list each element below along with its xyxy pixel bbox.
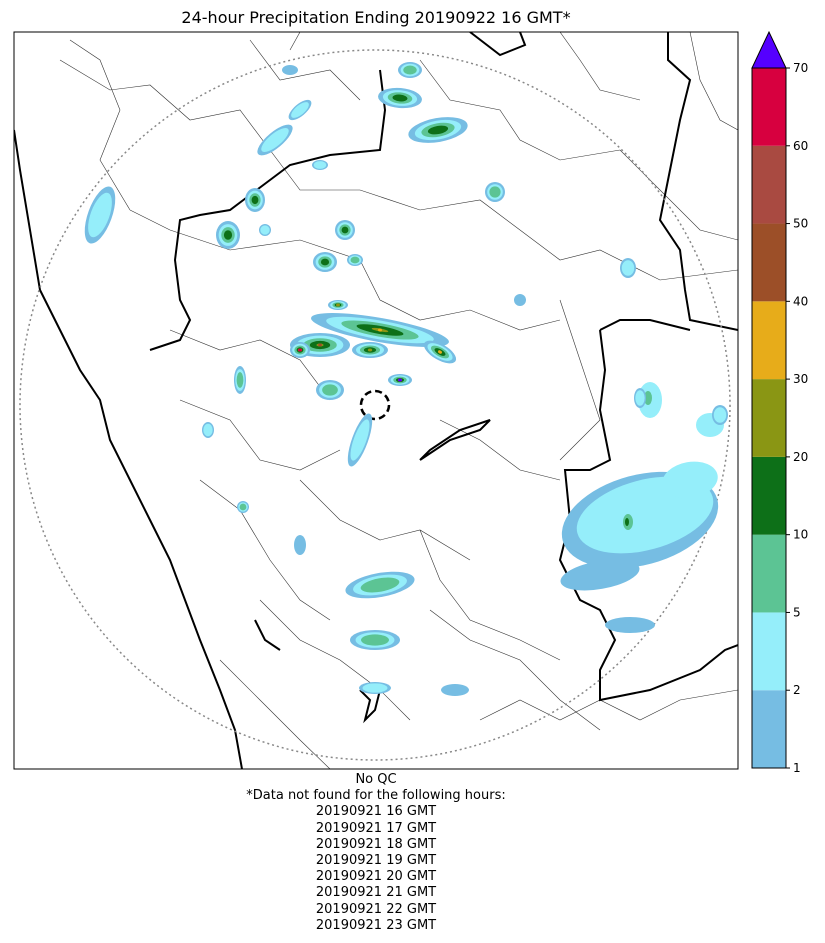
precip-cell xyxy=(367,348,373,352)
radar-site-marker xyxy=(359,389,391,421)
missing-hour: 20190921 23 GMT xyxy=(315,917,437,933)
colorbar-band xyxy=(752,223,786,302)
precip-cell xyxy=(298,348,302,352)
precip-cell xyxy=(350,256,360,264)
state-boundaries xyxy=(14,32,738,769)
missing-hour: 20190921 22 GMT xyxy=(315,901,437,917)
chart-title: 24-hour Precipitation Ending 20190922 16… xyxy=(181,8,571,27)
district-boundaries xyxy=(59,32,738,769)
missing-hour: 20190921 20 GMT xyxy=(315,869,437,885)
colorbar-tick-label: 10 xyxy=(793,528,808,542)
qc-note: No QC xyxy=(355,772,397,787)
precip-cell xyxy=(403,65,417,75)
precip-cell xyxy=(625,518,629,526)
precip-cell xyxy=(322,384,338,396)
missing-data-header: *Data not found for the following hours: xyxy=(246,788,506,804)
precip-cell xyxy=(427,125,449,135)
precip-cell xyxy=(644,391,652,405)
precip-cell xyxy=(260,225,270,235)
colorbar-tick-label: 60 xyxy=(793,139,808,153)
precip-cell xyxy=(438,350,442,354)
precip-cell xyxy=(489,186,501,198)
precip-cell xyxy=(291,102,309,118)
colorbar-tick-label: 5 xyxy=(793,605,801,619)
precip-cell xyxy=(398,378,402,382)
map-frame xyxy=(13,31,739,770)
precip-cell xyxy=(88,192,112,238)
precip-cell xyxy=(605,617,655,633)
colorbar-tick-label: 50 xyxy=(793,217,808,231)
colorbar-tick-label: 40 xyxy=(793,294,808,308)
colorbar-tick-label: 2 xyxy=(793,683,801,697)
precip-cell xyxy=(203,423,213,437)
precipitation-field xyxy=(84,62,728,696)
precip-cell xyxy=(378,328,382,332)
missing-hour: 20190921 18 GMT xyxy=(315,836,437,852)
colorbar-band xyxy=(752,456,786,535)
colorbar-tick-label: 70 xyxy=(793,61,808,75)
precip-cell xyxy=(318,343,322,347)
precip-cell xyxy=(261,127,289,153)
colorbar-band xyxy=(752,379,786,457)
precip-cell xyxy=(236,372,244,388)
precip-cell xyxy=(560,559,640,591)
colorbar-frame xyxy=(751,67,787,769)
precip-cell xyxy=(621,260,635,276)
precip-cell xyxy=(282,65,298,75)
precip-cell xyxy=(360,577,400,593)
missing-hour: 20190921 17 GMT xyxy=(315,820,437,836)
colorbar-band xyxy=(752,690,786,768)
precip-cell xyxy=(294,535,306,555)
precip-cell xyxy=(223,230,233,240)
precip-cell xyxy=(441,684,469,696)
footnotes: No QC *Data not found for the following … xyxy=(14,772,738,934)
radar-range-ring xyxy=(19,49,731,761)
colorbar-band xyxy=(752,612,786,691)
colorbar-tick-label: 1 xyxy=(793,761,801,775)
precip-cell xyxy=(251,195,259,205)
precip-cell xyxy=(635,390,645,406)
colorbar-band xyxy=(752,301,786,380)
missing-hour: 20190921 16 GMT xyxy=(315,804,437,820)
precip-cell xyxy=(392,94,408,102)
missing-hour: 20190921 21 GMT xyxy=(315,885,437,901)
precip-cell xyxy=(361,634,389,646)
colorbar-tick-label: 30 xyxy=(793,372,808,386)
precip-cell xyxy=(350,419,370,461)
precip-cell xyxy=(362,683,388,693)
precip-cell xyxy=(341,226,349,234)
precip-cell xyxy=(239,503,247,511)
precip-cell xyxy=(713,407,727,423)
colorbar-tick-label: 20 xyxy=(793,450,808,464)
precip-cell xyxy=(662,461,718,499)
colorbar-band xyxy=(752,68,786,146)
colorbar-extend-arrow xyxy=(751,30,787,69)
precip-cell xyxy=(336,303,340,307)
missing-hour: 20190921 19 GMT xyxy=(315,853,437,869)
precip-cell xyxy=(313,161,327,169)
precip-cell xyxy=(514,294,526,306)
colorbar-band xyxy=(752,145,786,224)
precip-cell xyxy=(320,258,330,266)
colorbar-band xyxy=(752,534,786,613)
